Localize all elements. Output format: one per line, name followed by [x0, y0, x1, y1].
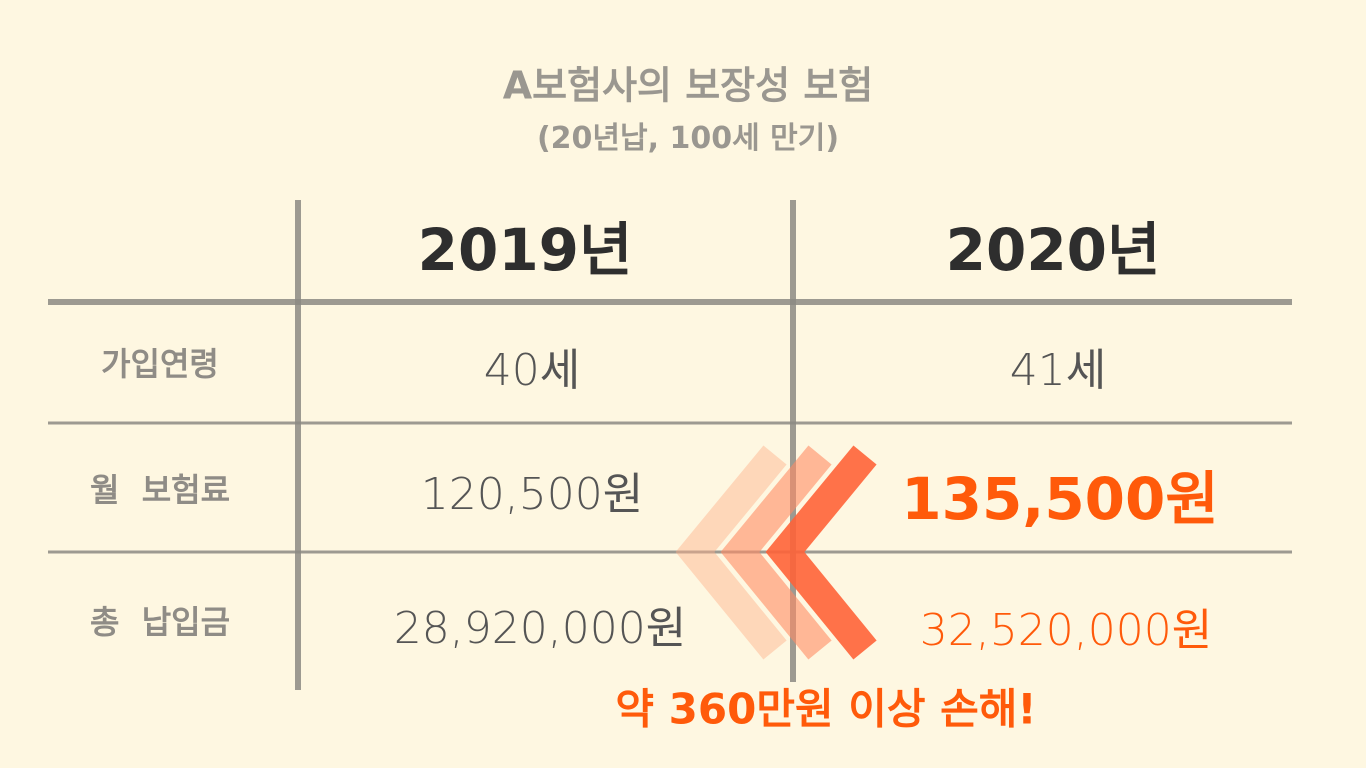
- column-header: 2020년: [945, 216, 1161, 284]
- chevron: [720, 445, 832, 660]
- title: A보험사의 보장성 보험: [502, 63, 874, 108]
- cell: 28,920,000원: [393, 603, 687, 654]
- row-label: 총 납입금: [89, 603, 231, 641]
- cell: 120,500원: [420, 469, 644, 520]
- highlight-cell: 135,500원: [901, 465, 1219, 533]
- chevron: [675, 445, 787, 660]
- row-label: 가입연령: [101, 345, 219, 383]
- cell: 40세: [483, 345, 581, 396]
- cell: 41세: [1009, 345, 1107, 396]
- row-label: 월 보험료: [89, 471, 231, 509]
- chevron: [765, 445, 877, 660]
- column-header: 2019년: [417, 216, 633, 284]
- subtitle: (20년납, 100세 만기): [536, 121, 840, 156]
- annotation: 약 360만원 이상 손해!: [615, 684, 1037, 734]
- cell: 32,520,000원: [919, 605, 1213, 656]
